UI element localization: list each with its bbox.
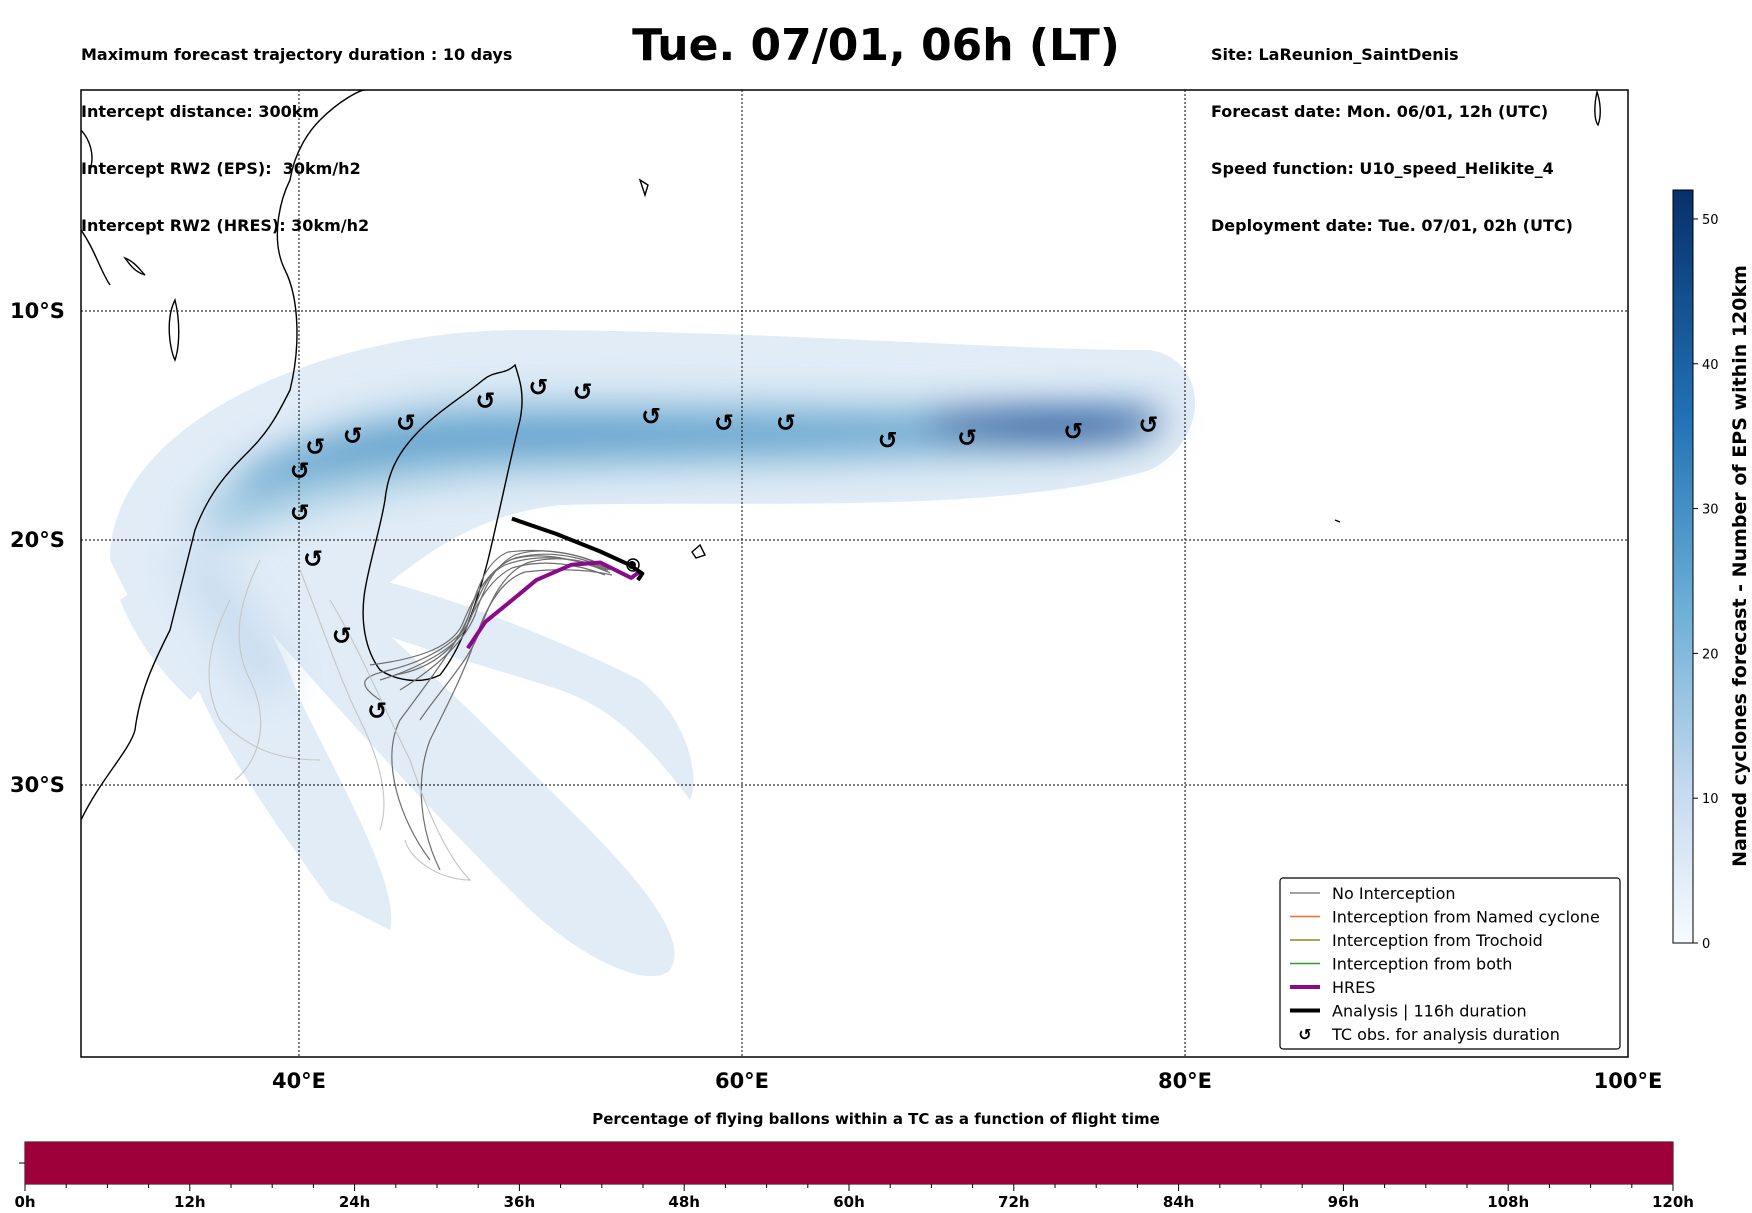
time-bar-tick-label: 96h [1328,1193,1360,1211]
info-right-line: Deployment date: Tue. 07/01, 02h (UTC) [1211,216,1573,235]
tc-obs-marker: ↺ [303,545,323,573]
trajectories-light [208,559,472,881]
legend-box [1279,877,1621,1050]
time-bar-tick-label: 60h [833,1193,865,1211]
time-bar-tick-label: 24h [339,1193,371,1211]
analysis-track [511,516,645,582]
tc-obs-marker: ↺ [290,457,310,485]
tc-obs-marker: ↺ [332,622,352,650]
info-right-line: Speed function: U10_speed_Helikite_4 [1211,159,1554,178]
colorbar-tick-label: 40 [1702,358,1719,373]
density-colorbar: 0 10 20 30 40 50 Named cyclones forecast - Nu… [1672,189,1751,952]
tc-obs-marker: ↺ [396,409,416,437]
lon-label-100e: 100°E [1594,1069,1663,1093]
colorbar-tick-label: 10 [1702,792,1719,807]
colorbar-tick-label: 20 [1702,647,1719,662]
info-right-line: Forecast date: Mon. 06/01, 12h (UTC) [1211,102,1549,121]
info-left-line: Intercept distance: 300km [81,102,320,121]
tc-obs-marker: ↺ [475,387,495,415]
time-bar-tick-label: 72h [998,1193,1030,1211]
colorbar-tick-label: 30 [1702,503,1719,518]
tc-obs-marker: ↺ [367,697,387,725]
info-left-line: Intercept RW2 (EPS): 30km/h2 [81,159,361,178]
info-left: Maximum forecast trajectory duration : 1… [81,7,512,254]
map-area: ↺↺ ↺ ↺↺ ↺ ↺↺ ↺ ↺↺ ↺ ↺ ↺↺↺↺↺ [81,90,1628,1057]
tc-obs-marker: ↺ [1063,418,1083,446]
legend-label: TC obs. for analysis duration [1331,1025,1560,1044]
tc-obs-symbols: ↺↺ ↺ ↺↺ ↺ ↺↺ ↺ ↺↺ ↺ ↺ ↺↺↺↺↺ [290,374,1159,725]
lat-label-20s: 20°S [10,528,65,552]
time-bar-fill [25,1142,1673,1184]
tc-obs-marker: ↺ [878,426,898,454]
colorbar-tick-label: 0 [1702,937,1710,952]
time-bar-tick-label: 48h [668,1193,700,1211]
tc-obs-marker: ↺ [290,499,310,527]
lon-label-40e: 40°E [272,1069,326,1093]
eps-density-core [170,397,1170,700]
lat-label-10s: 10°S [10,299,65,323]
time-bar-tick-label: 84h [1163,1193,1195,1211]
coastline [81,90,1601,821]
tc-obs-marker: ↺ [1138,411,1158,439]
time-bar-tick-label: 120h [1652,1193,1694,1211]
trajectories-no-interception [364,549,613,871]
tc-obs-marker: ↺ [305,433,325,461]
info-left-line: Maximum forecast trajectory duration : 1… [81,45,513,64]
legend-label: Interception from Trochoid [1332,931,1543,950]
map-grid [81,90,1628,1057]
tc-obs-marker: ↺ [957,424,977,452]
tc-obs-marker: ↺ [714,409,734,437]
colorbar-tick-label: 50 [1702,213,1719,228]
page-title: Tue. 07/01, 06h (LT) [632,20,1120,71]
legend-label: HRES [1332,978,1375,997]
time-bar-tick-label: 36h [504,1193,536,1211]
tc-obs-marker: ↺ [343,422,363,450]
info-left-line: Intercept RW2 (HRES): 30km/h2 [81,216,370,235]
tc-obs-marker: ↺ [528,374,548,402]
info-right: Site: LaReunion_SaintDenis Forecast date… [1211,7,1573,254]
colorbar-gradient [1672,189,1694,944]
lon-label-80e: 80°E [1158,1069,1212,1093]
time-bar-tick-label: 0h [14,1193,35,1211]
hres-track [466,560,642,650]
lon-label-60e: 60°E [715,1069,769,1093]
legend-label: Interception from both [1332,955,1512,974]
time-percentage-bar: 0h 12h 24h 36h 48h 60h 72h 84h 96h 108h 120h [14,1141,1694,1211]
legend-label: Analysis | 116h duration [1332,1002,1527,1021]
tc-obs-marker: ↺ [573,378,593,406]
info-right-line: Site: LaReunion_SaintDenis [1211,45,1459,64]
legend-label: No Interception [1332,884,1456,903]
time-bar-title: Percentage of flying ballons within a TC… [592,1110,1160,1128]
legend-label: Interception from Named cyclone [1332,908,1600,927]
colorbar-label: Named cyclones forecast - Number of EPS … [1729,265,1751,867]
time-bar-tick-label: 12h [174,1193,206,1211]
time-bar-tick-label: 108h [1487,1193,1529,1211]
legend: No Interception Interception from Named c… [1279,877,1621,1050]
tc-obs-marker: ↺ [776,409,796,437]
tc-obs-marker: ↺ [641,402,661,430]
map-frame [80,89,1629,1058]
legend-swatch: ↺ [1298,1025,1311,1044]
lat-label-30s: 30°S [10,773,65,797]
